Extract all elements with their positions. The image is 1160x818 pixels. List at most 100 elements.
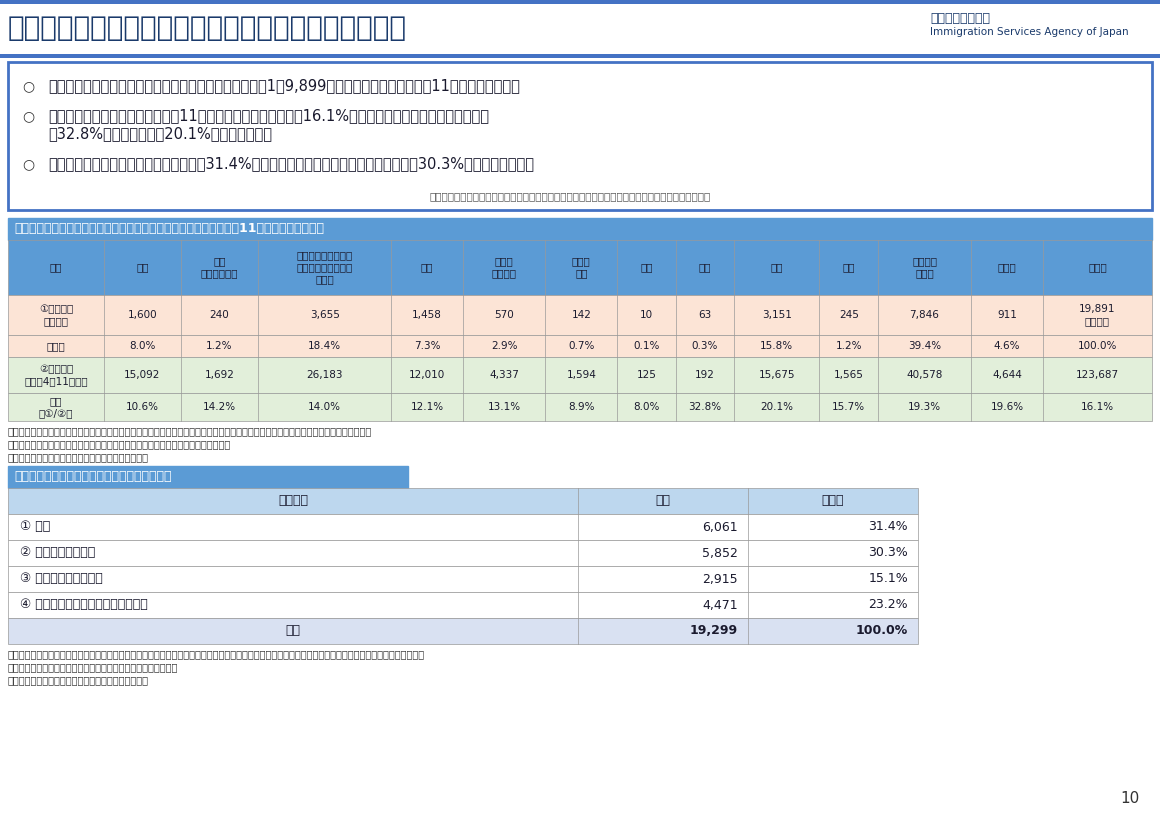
Text: 63: 63 xyxy=(698,310,712,320)
Text: 造船・
船用工業: 造船・ 船用工業 xyxy=(492,257,516,278)
Text: 割合
（①/②）: 割合 （①/②） xyxy=(38,396,73,418)
Text: 3,655: 3,655 xyxy=(310,310,340,320)
Text: ＜表２＞自己都合による退職後の状況（注５）: ＜表２＞自己都合による退職後の状況（注５） xyxy=(14,470,172,483)
Text: 自動車
整備: 自動車 整備 xyxy=(572,257,590,278)
Text: 7,846: 7,846 xyxy=(909,310,940,320)
Text: （注７）表中の構成比は小数点第二位以下を四捨五入: （注７）表中の構成比は小数点第二位以下を四捨五入 xyxy=(8,675,148,685)
Text: 100.0%: 100.0% xyxy=(856,624,908,637)
Bar xyxy=(8,295,1152,335)
Text: 10: 10 xyxy=(1121,791,1140,806)
Text: 10.6%: 10.6% xyxy=(125,402,159,412)
Text: 4.6%: 4.6% xyxy=(994,341,1021,351)
Text: 4,644: 4,644 xyxy=(992,370,1022,380)
Text: 15.8%: 15.8% xyxy=(760,341,793,351)
Text: 8.9%: 8.9% xyxy=(568,402,595,412)
Bar xyxy=(8,514,918,540)
Text: 特定技能外国人の自己都合による離職状況（暫定値）: 特定技能外国人の自己都合による離職状況（暫定値） xyxy=(8,14,407,42)
Text: Immigration Services Agency of Japan: Immigration Services Agency of Japan xyxy=(930,27,1129,37)
Text: 20.1%: 20.1% xyxy=(760,402,793,412)
Bar xyxy=(8,618,918,644)
Text: 建設: 建設 xyxy=(421,263,434,272)
Text: ④ 上記のいずれにも非該当（注６）: ④ 上記のいずれにも非該当（注６） xyxy=(20,599,147,612)
Text: 31.4%: 31.4% xyxy=(869,520,908,533)
Text: 合計: 合計 xyxy=(285,624,300,637)
Bar xyxy=(8,393,1152,421)
Bar xyxy=(8,218,1152,240)
Text: 4,337: 4,337 xyxy=(490,370,520,380)
Text: ＜表１＞分野別の自己都合による離職者数（制度施行から令和４年11月までの延べ人数）: ＜表１＞分野別の自己都合による離職者数（制度施行から令和４年11月までの延べ人数… xyxy=(14,222,324,236)
Text: 1.2%: 1.2% xyxy=(835,341,862,351)
Text: 構成比: 構成比 xyxy=(821,495,844,507)
Text: ○: ○ xyxy=(22,157,34,171)
Text: 8.0%: 8.0% xyxy=(633,402,660,412)
Text: 特定技能外国人の自己都合による離職者数（注１）は、1万9,899人（制度施行から令和４年11月まで）である。: 特定技能外国人の自己都合による離職者数（注１）は、1万9,899人（制度施行から… xyxy=(48,79,520,93)
Bar xyxy=(8,540,918,566)
Text: 12.1%: 12.1% xyxy=(411,402,443,412)
Text: 192: 192 xyxy=(695,370,715,380)
Text: 15.1%: 15.1% xyxy=(868,573,908,586)
Bar xyxy=(8,62,1152,210)
Text: 宿泊: 宿泊 xyxy=(698,263,711,272)
Text: 0.1%: 0.1% xyxy=(633,341,660,351)
Text: 125: 125 xyxy=(637,370,657,380)
Bar xyxy=(0,0,1160,4)
Text: 飲食料品
製造業: 飲食料品 製造業 xyxy=(912,257,937,278)
Text: （注１）外国人本人の都合により離職したとして届出があったものであり、行方不明等は含まない。: （注１）外国人本人の都合により離職したとして届出があったものであり、行方不明等は… xyxy=(430,191,711,201)
Text: 245: 245 xyxy=(839,310,858,320)
Text: 15.7%: 15.7% xyxy=(832,402,865,412)
Text: 介護: 介護 xyxy=(136,263,148,272)
Text: 1,692: 1,692 xyxy=(204,370,234,380)
Text: 1,600: 1,600 xyxy=(128,310,157,320)
Text: 特定技能在留外国人数（令和４年11月末時点）における割合は16.1%となっており、分野別では「宿泊」: 特定技能在留外国人数（令和４年11月末時点）における割合は16.1%となっており… xyxy=(48,109,490,124)
Text: 自己都合による離職後の状況は、帰国（31.4%）が最も多く、次いで特定技能での転職（30.3%）となっている。: 自己都合による離職後の状況は、帰国（31.4%）が最も多く、次いで特定技能での転… xyxy=(48,156,534,172)
Bar xyxy=(8,335,1152,357)
Text: 8.0%: 8.0% xyxy=(129,341,155,351)
Text: 240: 240 xyxy=(210,310,230,320)
Text: 142: 142 xyxy=(572,310,592,320)
Text: 5,852: 5,852 xyxy=(702,546,738,560)
Text: 2,915: 2,915 xyxy=(702,573,738,586)
Text: 0.3%: 0.3% xyxy=(691,341,718,351)
Text: 4,471: 4,471 xyxy=(702,599,738,612)
Text: （注５）自己都合による離職後の在留状況をフォローアップしたもの。届出後の対応により復職した者を除くなどしているため、表１の総数とは一致しない。: （注５）自己都合による離職後の在留状況をフォローアップしたもの。届出後の対応によ… xyxy=(8,649,425,659)
Text: 漁業: 漁業 xyxy=(842,263,855,272)
Text: 14.0%: 14.0% xyxy=(309,402,341,412)
Text: 23.2%: 23.2% xyxy=(869,599,908,612)
Text: 航空: 航空 xyxy=(640,263,653,272)
Text: ② 特定技能での転職: ② 特定技能での転職 xyxy=(20,546,95,560)
Text: 外食業: 外食業 xyxy=(998,263,1016,272)
Text: 15,675: 15,675 xyxy=(759,370,795,380)
Text: 19,299: 19,299 xyxy=(690,624,738,637)
Text: 12,010: 12,010 xyxy=(408,370,445,380)
Text: （32.8%）、「農業」（20.1%）の順で高い。: （32.8%）、「農業」（20.1%）の順で高い。 xyxy=(48,127,271,142)
Text: 911: 911 xyxy=(998,310,1017,320)
Text: 18.4%: 18.4% xyxy=(309,341,341,351)
Text: 15,092: 15,092 xyxy=(124,370,160,380)
Text: 6,061: 6,061 xyxy=(702,520,738,533)
Text: 7.3%: 7.3% xyxy=(414,341,441,351)
Text: 全分野: 全分野 xyxy=(1088,263,1107,272)
Text: （注２）特定技能所属機関からの地方入管に対する随時の届出の内容（外国人の自己都合を届出事由とするもの）を基に集計した延べ人数: （注２）特定技能所属機関からの地方入管に対する随時の届出の内容（外国人の自己都合… xyxy=(8,426,372,436)
Text: ① 帰国: ① 帰国 xyxy=(20,520,50,533)
Text: 26,183: 26,183 xyxy=(306,370,343,380)
Text: 1,565: 1,565 xyxy=(834,370,864,380)
Text: 0.7%: 0.7% xyxy=(568,341,595,351)
Text: ②在留者数
（令和4年11月末）: ②在留者数 （令和4年11月末） xyxy=(24,364,88,386)
Text: ビル
クリーニング: ビル クリーニング xyxy=(201,257,238,278)
Text: 1,594: 1,594 xyxy=(566,370,596,380)
Bar xyxy=(0,54,1160,58)
Text: 39.4%: 39.4% xyxy=(908,341,941,351)
Text: 570: 570 xyxy=(494,310,514,320)
Text: 13.1%: 13.1% xyxy=(487,402,521,412)
Text: ③ 別の在留資格へ変更: ③ 別の在留資格へ変更 xyxy=(20,573,103,586)
Text: （注４）表中の構成比は小数点第二位以下を四捨五入: （注４）表中の構成比は小数点第二位以下を四捨五入 xyxy=(8,452,148,462)
Text: 14.2%: 14.2% xyxy=(203,402,237,412)
Text: 人数: 人数 xyxy=(655,495,670,507)
Text: 19,891
（注３）: 19,891 （注３） xyxy=(1079,304,1116,326)
Text: 19.6%: 19.6% xyxy=(991,402,1023,412)
Bar xyxy=(8,466,408,488)
Text: 19.3%: 19.3% xyxy=(908,402,941,412)
Text: 10: 10 xyxy=(640,310,653,320)
Bar xyxy=(8,566,918,592)
Bar xyxy=(8,357,1152,393)
